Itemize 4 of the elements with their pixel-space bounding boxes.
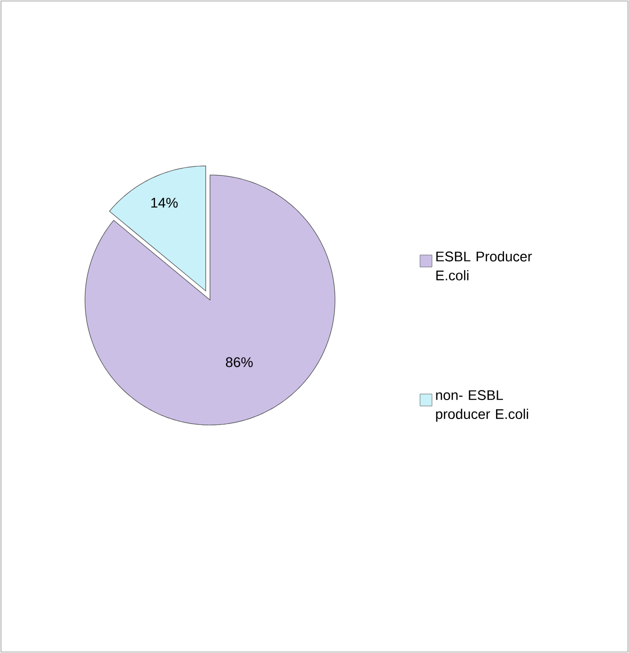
legend-label: ESBL Producer E.coli — [436, 251, 532, 280]
legend-label: non- ESBL producer E.coli — [436, 390, 528, 422]
data-label: 86% — [226, 357, 253, 368]
data-label: 14% — [151, 198, 178, 208]
